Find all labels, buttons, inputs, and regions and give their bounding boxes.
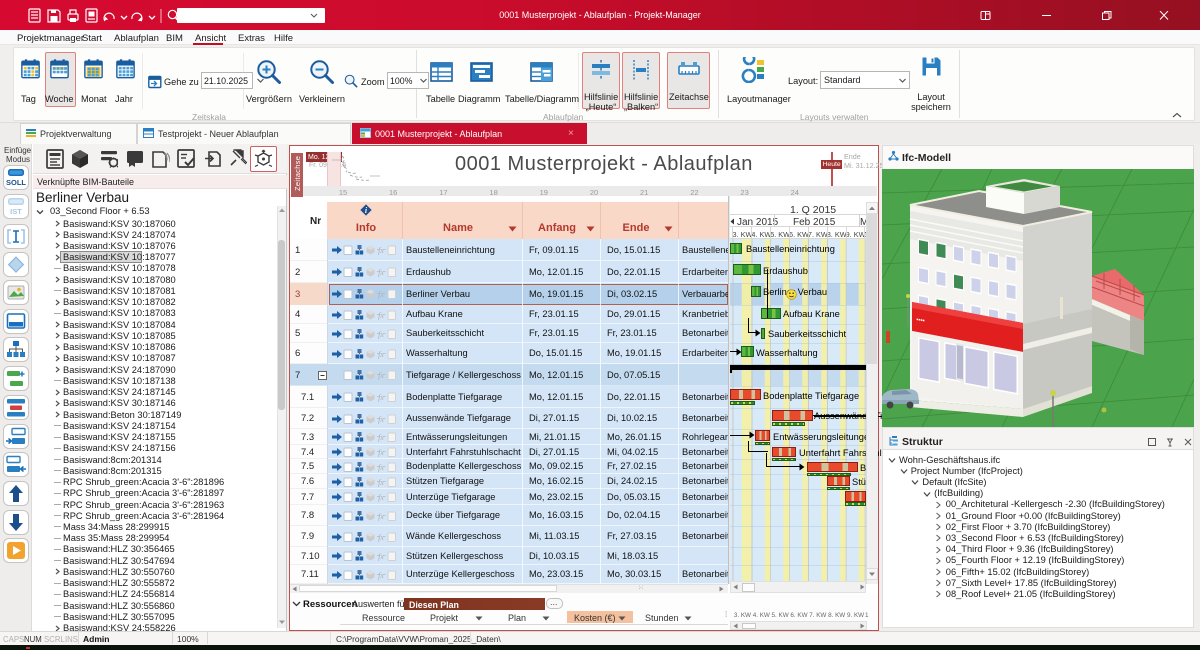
svg-text:SOLL: SOLL	[6, 178, 26, 187]
svg-text:fx: fx	[378, 393, 384, 402]
svg-text:IST: IST	[10, 207, 22, 216]
svg-text:fx: fx	[378, 478, 384, 487]
svg-text:fx: fx	[378, 311, 384, 320]
svg-text:fx: fx	[378, 448, 384, 457]
svg-text:fx: fx	[378, 571, 384, 580]
svg-text:fx: fx	[378, 415, 384, 424]
svg-text:fx: fx	[378, 552, 384, 561]
svg-text:fx: fx	[378, 246, 384, 255]
svg-text:fx: fx	[378, 290, 384, 299]
svg-text:fx: fx	[378, 493, 384, 502]
svg-text:fx: fx	[378, 433, 384, 442]
svg-text:▪▪▪▪: ▪▪▪▪	[916, 317, 925, 324]
svg-text:i: i	[365, 206, 368, 215]
svg-text:fx: fx	[378, 512, 384, 521]
svg-text:fx: fx	[378, 463, 384, 472]
svg-text:fx: fx	[378, 350, 384, 359]
svg-text:fx: fx	[378, 371, 384, 380]
svg-text:fx: fx	[378, 533, 384, 542]
svg-text:fx: fx	[378, 330, 384, 339]
svg-text:fx: fx	[378, 268, 384, 277]
